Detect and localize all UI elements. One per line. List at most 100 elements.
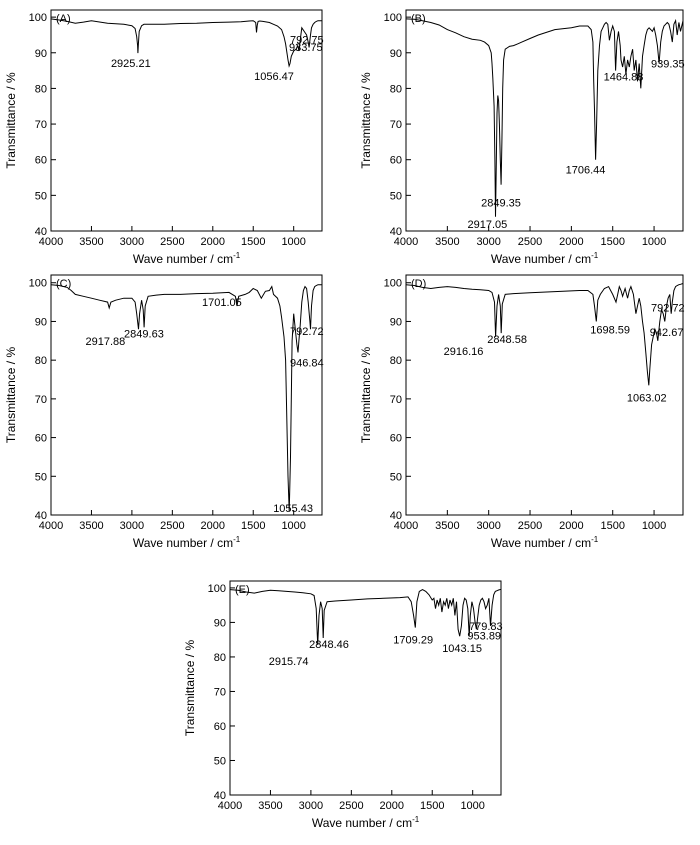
panel-1-y-tick-label: 90 [35, 48, 47, 60]
panel-3-x-axis-title: Wave number / cm-1 [133, 535, 241, 550]
panel-3-spectrum-line [50, 284, 322, 512]
panel-3-peak-label: 2917.88 [86, 336, 126, 348]
panel-5-y-tick-label: 100 [208, 583, 226, 595]
panel-2-x-tick-label: 3000 [476, 236, 500, 248]
panel-5-y-tick-label: 90 [214, 617, 226, 629]
panel-1-x-tick-label: 1500 [241, 236, 265, 248]
panel-5-y-tick-label: 50 [214, 755, 226, 767]
panel-4-x-axis-title-text: Wave number / cm [491, 536, 591, 550]
panel-4-y-tick-label: 70 [390, 394, 402, 406]
panel-3-x-tick-label: 2000 [201, 520, 225, 532]
panel-2-x-axis-title-superscript: -1 [591, 251, 599, 260]
panel-4-peak-label: 2848.58 [487, 334, 527, 346]
panel-1-x-axis-title-superscript: -1 [233, 251, 241, 260]
panel-2-x-tick-label: 2000 [559, 236, 583, 248]
panel-3-plot-frame [50, 274, 323, 516]
panel-2-panel-label: (B) [411, 13, 426, 25]
panel-3-y-tick-label: 70 [35, 394, 47, 406]
panel-3-x-axis-title-superscript: -1 [233, 535, 241, 544]
panel-5-x-tick-label: 3000 [299, 800, 323, 812]
panel-1-spectrum-line [50, 18, 322, 68]
panel-4-y-tick-label: 90 [390, 316, 402, 328]
panel-2-y-tick-label: 80 [390, 83, 402, 95]
panel-4-peak-label: 1063.02 [627, 392, 667, 404]
panel-4-x-tick-label: 4000 [394, 520, 418, 532]
panel-1-y-axis-title: Transmittance / % [4, 72, 18, 169]
panel-5-y-tick-label: 80 [214, 652, 226, 664]
panel-1-panel-label: (A) [56, 13, 71, 25]
panel-4-peak-label: 792.72 [651, 303, 685, 315]
panel-4-spectrum-line [405, 283, 684, 386]
panel-3-y-axis-title: Transmittance / % [4, 347, 18, 444]
panel-4-x-tick-label: 2000 [559, 520, 583, 532]
panel-4-y-tick-label: 80 [390, 355, 402, 367]
panel-4-y-tick-label: 100 [384, 278, 402, 290]
panel-5-x-tick-label: 1000 [460, 800, 484, 812]
panel-2-x-tick-label: 1500 [600, 236, 624, 248]
panel-1-y-tick-label: 70 [35, 119, 47, 131]
panel-5-x-axis-title-superscript: -1 [412, 815, 420, 824]
panel-2-peak-label: 1706.44 [566, 165, 606, 177]
panel-4-x-tick-label: 2500 [518, 520, 542, 532]
panel-1-peak-label: 2925.21 [111, 58, 151, 70]
panel-1-y-tick-label: 50 [35, 190, 47, 202]
panel-1-x-tick-label: 3500 [79, 236, 103, 248]
panel-5-peak-label: 1043.15 [442, 643, 482, 655]
panel-5-x-tick-label: 2500 [339, 800, 363, 812]
panel-2-y-tick-label: 100 [384, 12, 402, 24]
panel-5-y-tick-label: 60 [214, 721, 226, 733]
panel-2-plot-frame [405, 9, 684, 232]
panel-4-x-tick-label: 1500 [600, 520, 624, 532]
panel-2-y-tick-label: 70 [390, 119, 402, 131]
panel-5-peak-label: 2848.46 [309, 639, 349, 651]
panel-4-y-axis-title: Transmittance / % [359, 347, 373, 444]
panel-3-y-tick-label: 80 [35, 355, 47, 367]
panel-3-x-tick-label: 3500 [79, 520, 103, 532]
panel-2-peak-label: 1464.88 [604, 72, 644, 84]
panel-5-plot-frame [229, 580, 502, 796]
panel-3-peak-label: 1701.05 [202, 297, 242, 309]
panel-5-peak-label: 779.83 [469, 621, 503, 633]
panel-5-y-tick-label: 70 [214, 686, 226, 698]
panel-2-y-tick-label: 50 [390, 190, 402, 202]
panel-2-x-tick-label: 4000 [394, 236, 418, 248]
panel-4-peak-label: 1698.59 [590, 324, 630, 336]
panel-4-plot-frame [405, 274, 684, 516]
panel-1-y-tick-label: 100 [29, 12, 47, 24]
panel-2-x-axis-title-text: Wave number / cm [491, 252, 591, 266]
panel-2-peak-label: 2849.35 [481, 198, 521, 210]
panel-2-spectrum-line [405, 18, 684, 217]
panel-5-y-axis-title: Transmittance / % [183, 640, 197, 737]
panel-3-y-tick-label: 100 [29, 278, 47, 290]
panel-4-x-axis-title-superscript: -1 [591, 535, 599, 544]
panel-5-x-tick-label: 1500 [420, 800, 444, 812]
panel-5-y-tick-label: 40 [214, 790, 226, 802]
panel-4-x-tick-label: 3000 [476, 520, 500, 532]
panel-1-x-axis-title: Wave number / cm-1 [133, 251, 241, 266]
panel-3-x-tick-label: 1500 [241, 520, 265, 532]
panel-3-x-tick-label: 4000 [39, 520, 63, 532]
panel-4-x-tick-label: 3500 [435, 520, 459, 532]
panel-3-peak-label: 946.84 [290, 357, 324, 369]
panel-3-x-tick-label: 1000 [281, 520, 305, 532]
panel-2-peak-label: 2917.05 [468, 219, 508, 231]
panel-5-panel-label: (E) [235, 584, 250, 596]
panel-3-x-axis-title-text: Wave number / cm [133, 536, 233, 550]
panel-1-x-tick-label: 2500 [160, 236, 184, 248]
panel-1-peak-label: 933.75 [289, 42, 323, 54]
panel-2-x-axis-title: Wave number / cm-1 [491, 251, 599, 266]
panel-1-x-tick-label: 1000 [281, 236, 305, 248]
panel-5-x-tick-label: 3500 [258, 800, 282, 812]
panel-4-y-tick-label: 50 [390, 471, 402, 483]
panel-4-peak-label: 942.67 [650, 327, 684, 339]
panel-2-x-tick-label: 3500 [435, 236, 459, 248]
panel-1-x-tick-label: 3000 [120, 236, 144, 248]
panel-1-x-tick-label: 2000 [201, 236, 225, 248]
panel-2-x-tick-label: 1000 [642, 236, 666, 248]
panel-3-peak-label: 2849.63 [124, 328, 164, 340]
panel-2-x-tick-label: 2500 [518, 236, 542, 248]
panel-4-peak-label: 2916.16 [444, 346, 484, 358]
panel-1-y-tick-label: 60 [35, 155, 47, 167]
panel-5-peak-label: 953.89 [467, 630, 501, 642]
